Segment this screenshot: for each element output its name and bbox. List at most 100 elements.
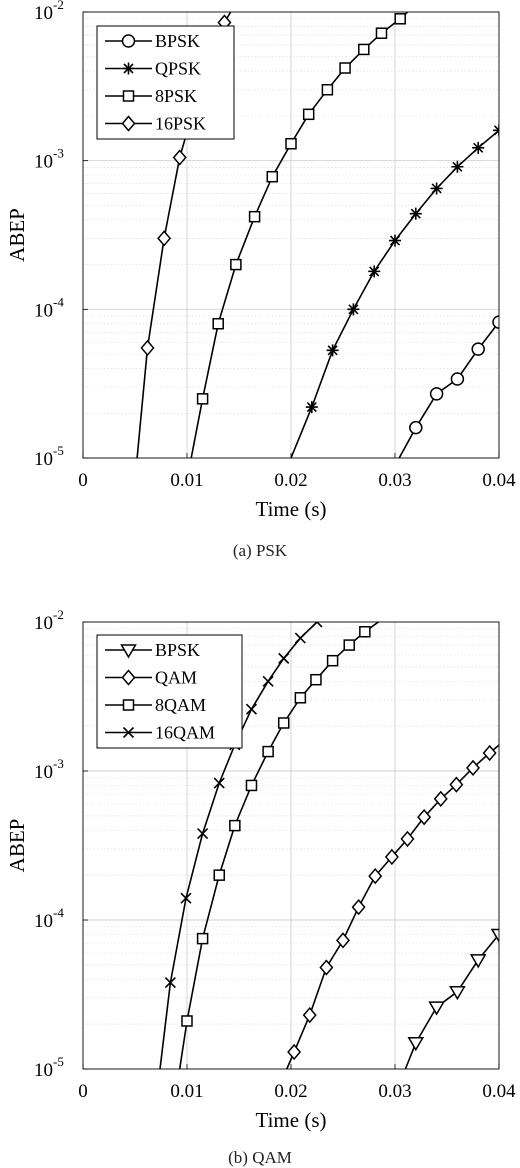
data-point-qam: [433, 790, 448, 808]
y-tick-label: 10: [34, 613, 53, 634]
legend-marker-bpsk: [120, 644, 137, 659]
data-point-bpsk: [450, 372, 465, 386]
data-point-8qam: [310, 673, 322, 686]
data-point-16qam: [294, 632, 306, 644]
data-point-8qam: [262, 745, 274, 758]
data-point-qpsk: [347, 303, 360, 316]
data-point-8psk: [196, 393, 209, 405]
data-point-bpsk: [469, 954, 487, 969]
data-point-8psk: [212, 317, 224, 330]
legend: BPSK QAM 8QAM 16QAM: [96, 634, 243, 749]
y-tick-label: 10: [34, 152, 53, 173]
data-point-bpsk: [409, 420, 423, 435]
y-tick-label: 10: [34, 911, 53, 932]
series-group: [159, 622, 499, 1069]
data-point-qam: [482, 744, 497, 762]
data-point-bpsk: [490, 928, 499, 943]
data-point-8psk: [285, 137, 297, 150]
data-point-16qam: [262, 675, 274, 687]
legend-marker-8psk: [122, 90, 135, 102]
data-point-16psk: [157, 230, 172, 247]
data-point-8psk: [394, 13, 406, 25]
data-point-8qam: [245, 779, 258, 792]
x-tick-label: 0.02: [274, 1081, 307, 1102]
legend-label: 8QAM: [155, 695, 206, 715]
y-tick-label: 10: [34, 300, 53, 321]
x-tick-label: 0: [78, 1081, 88, 1102]
data-point-qam: [400, 830, 415, 848]
legend-label: BPSK: [155, 640, 200, 660]
y-tick-label: 10: [34, 1060, 53, 1081]
legend-marker-qam: [121, 669, 136, 686]
data-point-bpsk: [492, 315, 499, 329]
data-point-16qam: [278, 652, 290, 664]
data-point-16psk: [140, 339, 155, 357]
data-point-8psk: [375, 27, 388, 39]
data-point-qpsk: [451, 160, 464, 173]
x-tick-label: 0.01: [170, 470, 203, 491]
y-tick-label: 10: [34, 3, 53, 24]
data-point-16qam: [311, 622, 323, 628]
data-point-qpsk: [430, 182, 443, 195]
y-tick-exponent: -5: [53, 1054, 64, 1069]
data-point-16qam: [180, 892, 192, 904]
y-tick-exponent: -5: [53, 443, 64, 458]
y-tick-label: 10: [34, 449, 53, 470]
data-point-qam: [466, 759, 480, 776]
data-point-bpsk: [407, 1037, 425, 1052]
x-tick-label: 0.02: [274, 470, 307, 491]
grid: [83, 622, 499, 1069]
data-point-qam: [417, 809, 432, 826]
legend-marker-16qam: [122, 726, 135, 739]
data-point-8psk: [339, 62, 351, 74]
data-point-16qam: [245, 703, 258, 715]
y-tick-exponent: -4: [53, 294, 64, 309]
x-tick-label: 0.01: [170, 1081, 203, 1102]
data-point-8qam: [229, 819, 241, 832]
data-point-bpsk: [449, 985, 466, 1001]
data-point-16psk: [172, 149, 187, 166]
data-point-16qam: [164, 977, 176, 989]
x-tick-label: 0.03: [378, 470, 411, 491]
data-point-8psk: [248, 210, 261, 223]
legend-marker-bpsk: [121, 34, 136, 48]
legend-marker-qpsk: [122, 62, 135, 75]
legend-label: QAM: [155, 668, 197, 688]
data-point-8qam: [181, 1015, 193, 1027]
data-point-8psk: [358, 43, 370, 56]
grid: [83, 12, 499, 458]
x-axis-label: Time (s): [256, 1108, 327, 1132]
data-point-8qam: [326, 654, 339, 667]
legend-box: [96, 634, 243, 749]
data-point-bpsk: [471, 342, 485, 356]
data-point-bpsk: [429, 387, 444, 401]
data-point-qam: [287, 1043, 302, 1061]
y-tick-exponent: -4: [53, 905, 64, 920]
data-point-8qam: [196, 932, 209, 945]
y-axis-label: ABEP: [5, 208, 29, 262]
data-point-qam: [302, 1006, 317, 1024]
legend-marker-16psk: [121, 115, 136, 132]
x-tick-label: 0.04: [482, 1081, 516, 1102]
data-point-8psk: [230, 258, 242, 271]
data-point-qam: [368, 867, 383, 885]
data-point-8psk: [266, 170, 279, 183]
data-point-qpsk: [409, 207, 422, 220]
data-point-qam: [351, 898, 366, 916]
data-point-16qam: [213, 777, 225, 789]
data-point-qam: [336, 932, 350, 949]
data-point-qam: [384, 848, 399, 866]
x-tick-label: 0.04: [482, 470, 516, 491]
data-point-qpsk: [305, 401, 318, 414]
data-point-qam: [449, 776, 464, 793]
y-tick-exponent: -2: [53, 0, 64, 12]
data-point-qpsk: [389, 234, 401, 247]
legend-marker-8qam: [122, 699, 135, 711]
x-axis-label: Time (s): [256, 497, 327, 521]
data-point-8psk: [302, 108, 315, 121]
data-point-qam: [498, 738, 499, 741]
data-point-16qam: [197, 828, 209, 840]
data-point-qam: [319, 959, 334, 976]
